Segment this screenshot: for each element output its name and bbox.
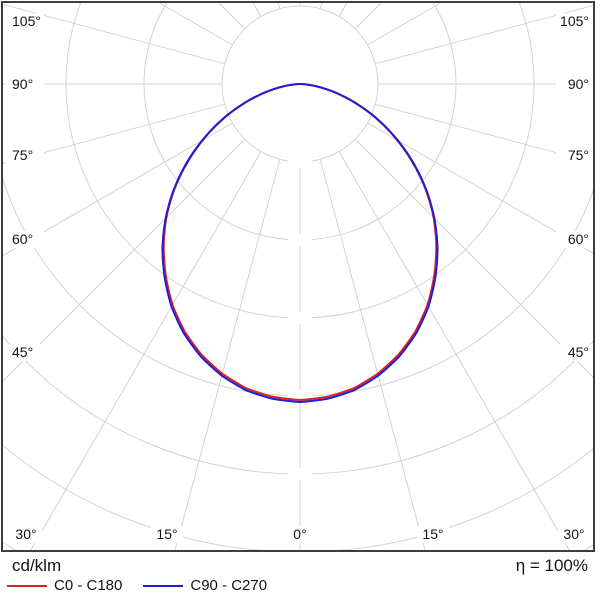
axis-gap-boxes: [288, 156, 312, 480]
svg-text:15°: 15°: [156, 526, 177, 542]
chart-footer: cd/klm η = 100% C0 - C180 C90 - C270: [0, 552, 600, 600]
svg-text:15°: 15°: [422, 526, 443, 542]
svg-text:30°: 30°: [563, 526, 584, 542]
svg-text:75°: 75°: [12, 147, 33, 163]
svg-text:60°: 60°: [12, 231, 33, 247]
intensity-curves: [161, 83, 439, 403]
svg-text:60°: 60°: [568, 231, 589, 247]
svg-text:105°: 105°: [560, 13, 589, 29]
svg-text:75°: 75°: [568, 147, 589, 163]
svg-text:90°: 90°: [568, 76, 589, 92]
legend-swatch-c0-c180: [7, 584, 47, 587]
legend-swatch-c90-c270: [143, 584, 184, 587]
legend-label-c0-c180: C0 - C180: [54, 577, 123, 594]
unit-label: cd/klm: [12, 556, 62, 575]
legend: C0 - C180 C90 - C270: [7, 577, 288, 594]
svg-text:90°: 90°: [12, 76, 33, 92]
plot-frame: [1, 1, 595, 552]
efficiency-label: η = 100%: [515, 556, 588, 575]
svg-text:45°: 45°: [568, 344, 589, 360]
angle-labels: 105° 90° 75° 60° 45° 105° 90° 75° 60° 45° 30° 15° 0°…: [6, 13, 594, 543]
svg-text:30°: 30°: [15, 526, 36, 542]
svg-text:45°: 45°: [12, 344, 33, 360]
svg-text:0°: 0°: [293, 526, 306, 542]
legend-label-c90-c270: C90 - C270: [190, 577, 268, 594]
svg-text:105°: 105°: [12, 13, 41, 29]
